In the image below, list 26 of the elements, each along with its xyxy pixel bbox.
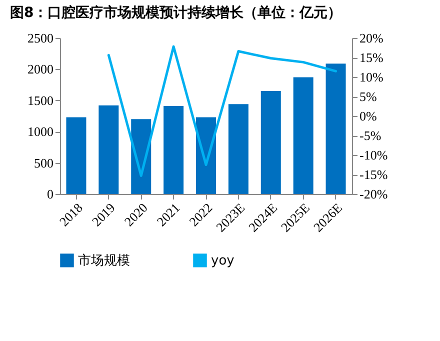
bar	[260, 91, 281, 194]
y2-tick-label: -20%	[360, 186, 388, 202]
y-tick-label: 2500	[28, 30, 54, 46]
bar	[326, 64, 346, 194]
y-tick-label: 0	[47, 186, 54, 202]
y-tick-label: 500	[34, 155, 54, 170]
bar	[98, 105, 119, 194]
y2-tick-label: 20%	[360, 30, 384, 46]
y-tick-label: 1500	[28, 92, 54, 108]
y2-tick-label: 0%	[360, 108, 377, 124]
y2-tick-label: -10%	[360, 148, 388, 162]
line-series	[107, 45, 338, 177]
bar	[66, 117, 86, 194]
y-tick-label: 1000	[28, 124, 54, 140]
y-tick-label: 2000	[28, 62, 54, 77]
bar	[164, 106, 184, 194]
y2-tick-label: 5%	[360, 89, 377, 104]
y2-tick-label: 15%	[360, 50, 384, 65]
chart-title: 图8：口腔医疗市场规模预计持续增长（单位：亿元）	[10, 4, 342, 21]
bar	[228, 104, 248, 194]
y2-tick-label: 10%	[360, 70, 384, 84]
legend-label: yoy	[211, 253, 235, 268]
y2-tick-label: -5%	[360, 128, 382, 143]
bar	[293, 77, 314, 194]
y2-tick-label: -15%	[360, 167, 388, 182]
legend-label: 市场规模	[78, 253, 130, 268]
